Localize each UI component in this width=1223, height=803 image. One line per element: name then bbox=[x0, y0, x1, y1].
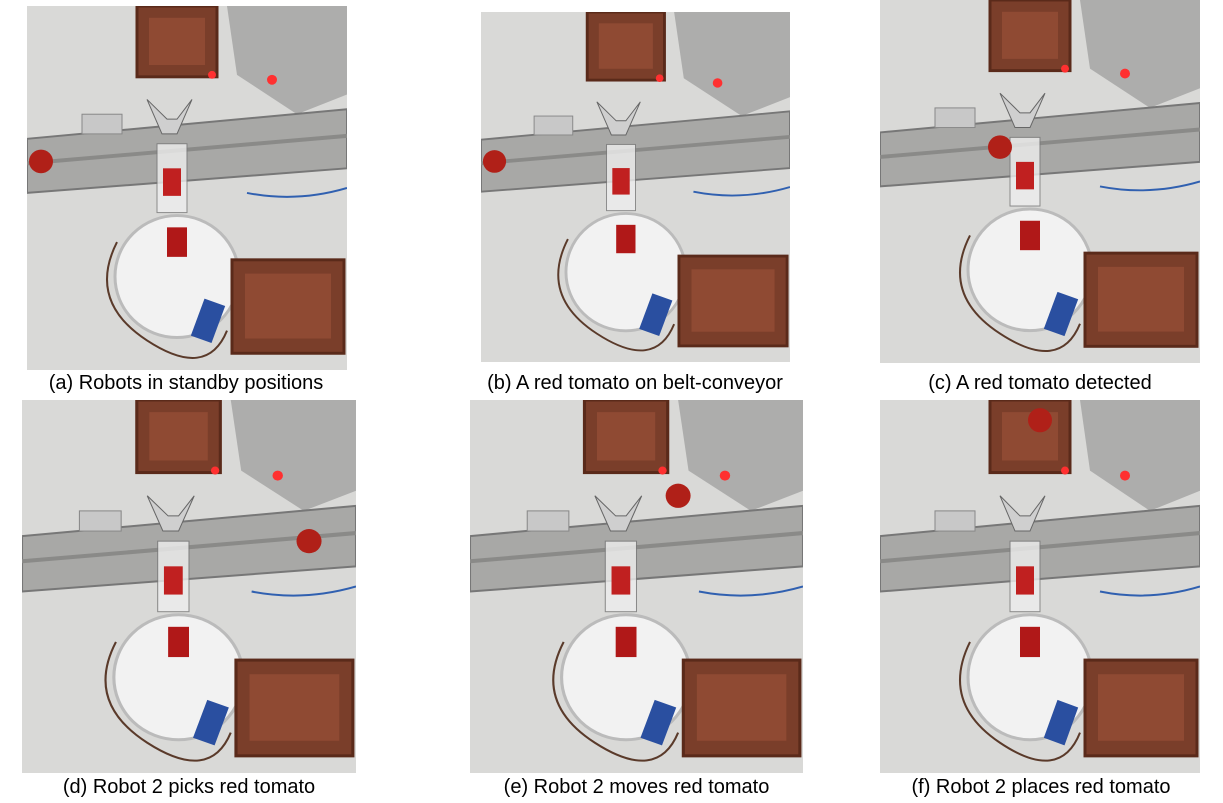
led bbox=[273, 471, 283, 481]
tomato bbox=[483, 150, 506, 173]
caption: (d) Robot 2 picks red tomato bbox=[2, 776, 376, 799]
photo bbox=[481, 12, 790, 362]
tomato bbox=[29, 150, 53, 174]
photo bbox=[880, 400, 1200, 773]
sensor bbox=[935, 511, 975, 531]
tomato bbox=[988, 135, 1012, 159]
crate-slot bbox=[597, 412, 655, 460]
led bbox=[1120, 471, 1130, 481]
led bbox=[1120, 69, 1130, 79]
sensor bbox=[527, 511, 569, 531]
caption: (a) Robots in standby positions bbox=[0, 372, 372, 395]
servo bbox=[163, 168, 181, 196]
crate-slot bbox=[245, 274, 331, 339]
led bbox=[713, 78, 723, 87]
sensor bbox=[79, 511, 121, 531]
crate-slot bbox=[149, 412, 207, 460]
crate-slot bbox=[1098, 674, 1184, 741]
crate-slot bbox=[149, 18, 205, 65]
servo bbox=[612, 168, 629, 194]
tomato bbox=[297, 529, 322, 553]
servo bbox=[168, 627, 189, 657]
tomato bbox=[1028, 408, 1052, 432]
sensor bbox=[534, 116, 573, 135]
crate-slot bbox=[250, 674, 340, 741]
led bbox=[720, 471, 730, 481]
photo bbox=[22, 400, 356, 773]
crate-slot bbox=[692, 269, 775, 331]
led bbox=[211, 467, 219, 475]
led bbox=[1061, 65, 1069, 73]
caption: (e) Robot 2 moves red tomato bbox=[460, 776, 813, 799]
servo bbox=[616, 225, 635, 253]
crate-slot bbox=[1098, 267, 1184, 332]
servo bbox=[167, 227, 187, 257]
photo bbox=[27, 6, 347, 370]
servo bbox=[612, 566, 631, 594]
figure: (a) Robots in standby positions (b) A re… bbox=[0, 0, 1223, 803]
photo bbox=[470, 400, 803, 773]
caption: (b) A red tomato on belt-conveyor bbox=[417, 372, 853, 395]
crate-slot bbox=[599, 23, 653, 68]
servo bbox=[1020, 221, 1040, 250]
photo bbox=[880, 0, 1200, 363]
servo bbox=[616, 627, 637, 657]
led bbox=[267, 75, 277, 85]
servo bbox=[1016, 162, 1034, 189]
crate-slot bbox=[1002, 12, 1058, 59]
caption: (f) Robot 2 places red tomato bbox=[866, 776, 1216, 799]
caption: (c) A red tomato detected bbox=[860, 372, 1220, 395]
led bbox=[658, 467, 666, 475]
led bbox=[208, 71, 216, 79]
servo bbox=[1016, 566, 1034, 594]
servo bbox=[1020, 627, 1040, 657]
led bbox=[656, 74, 664, 82]
sensor bbox=[82, 114, 122, 134]
led bbox=[1061, 467, 1069, 475]
tomato bbox=[666, 484, 691, 508]
crate-slot bbox=[697, 674, 786, 741]
sensor bbox=[935, 108, 975, 128]
servo bbox=[164, 566, 183, 594]
